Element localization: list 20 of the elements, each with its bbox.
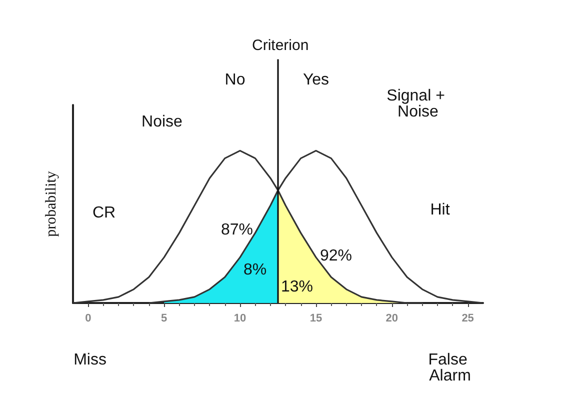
x-tick-label: 15 (310, 312, 322, 324)
x-tick-label: 10 (234, 312, 246, 324)
annotation: 87% (220, 222, 254, 238)
ref-line-label: Criterion (252, 36, 309, 54)
text: Signal + Noise (386, 88, 450, 120)
text: False Alarm (428, 352, 472, 384)
x-tick-label: 20 (386, 312, 398, 324)
text: No (224, 72, 246, 88)
annotation: CR (92, 204, 116, 222)
annotation: 92% (320, 248, 352, 264)
annotation: 13% (280, 278, 314, 296)
x-tick-label: 5 (161, 312, 168, 324)
text: Noise (142, 114, 183, 130)
text: Yes (302, 72, 330, 88)
x-tick-label: 25 (462, 312, 474, 324)
text: Miss (74, 352, 106, 368)
annotation: Hit (430, 202, 450, 218)
y-axis-title: probability (44, 170, 60, 237)
annotation: 8% (243, 262, 267, 278)
x-tick-label: 0 (85, 312, 92, 324)
